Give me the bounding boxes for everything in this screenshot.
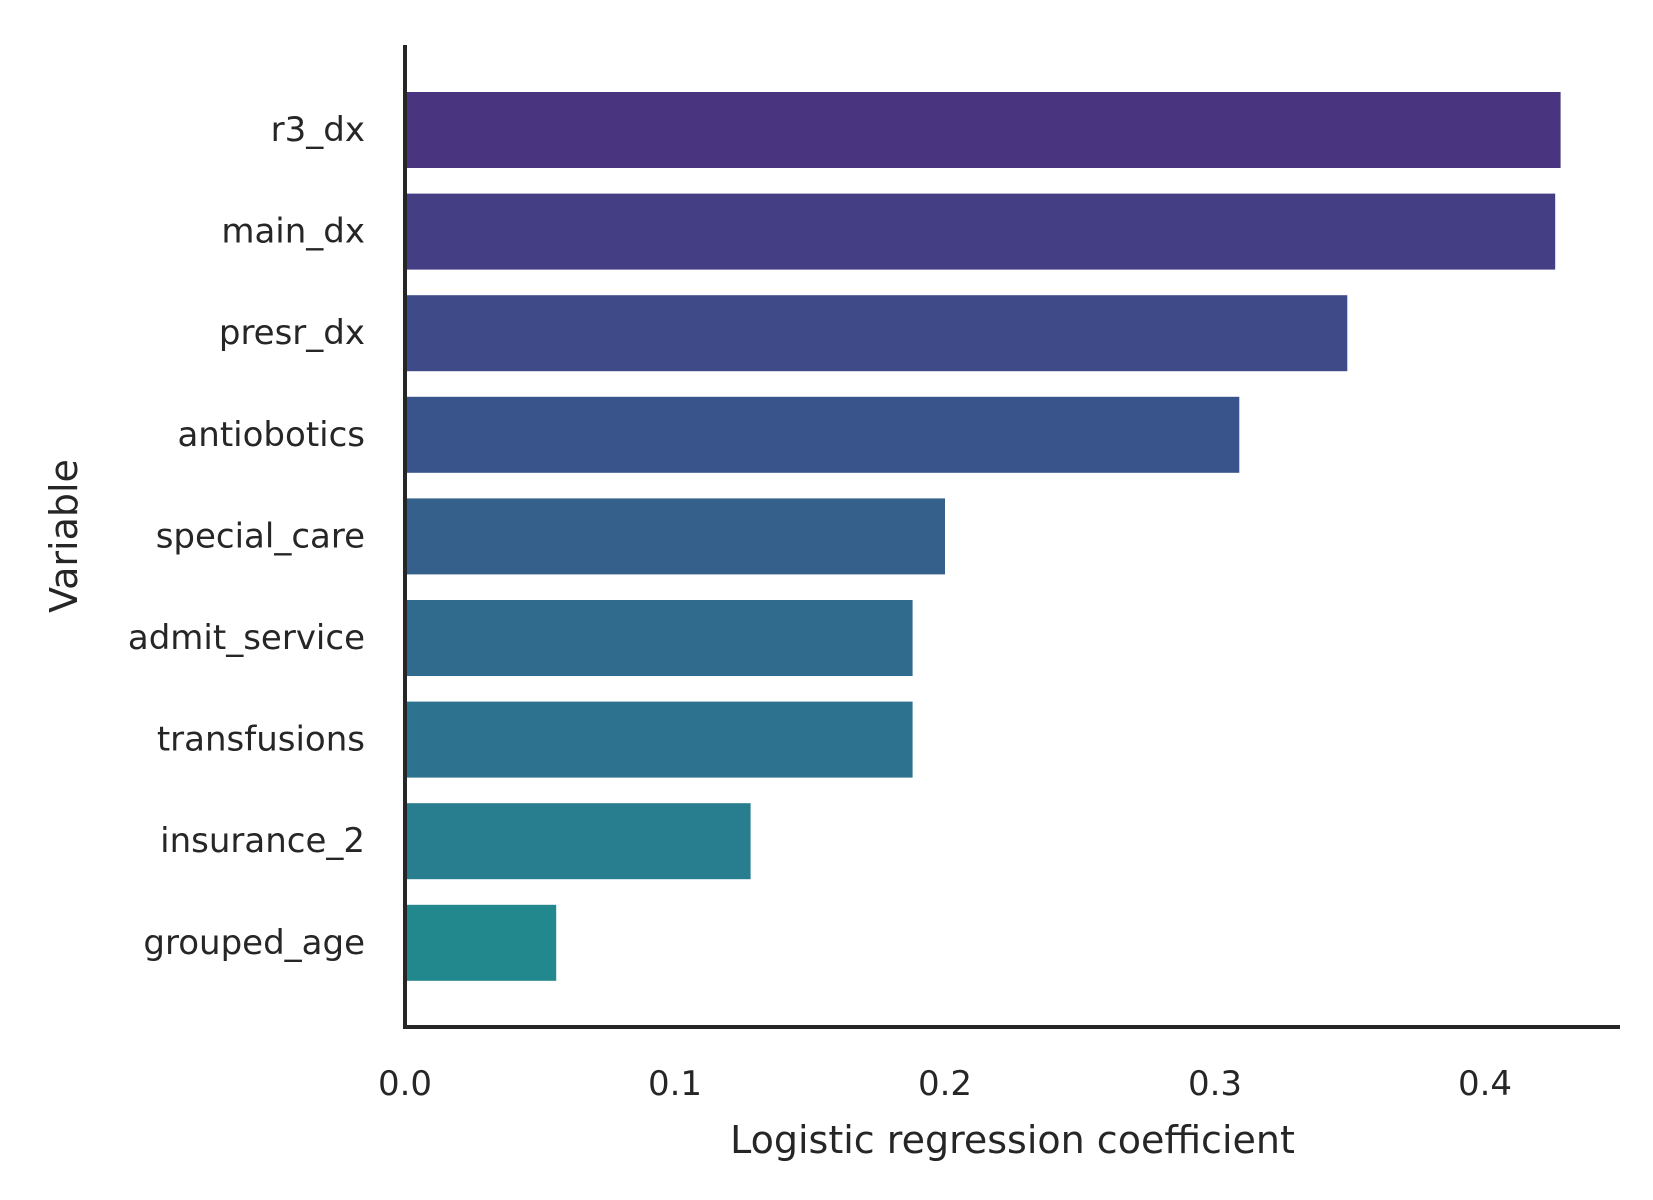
x-ticks: 0.0 0.1 0.2 0.3 0.4 — [378, 1064, 1512, 1104]
bar-r3-dx — [405, 92, 1561, 168]
x-axis-title: Logistic regression coefficient — [730, 1118, 1295, 1162]
y-tick-label: antiobotics — [177, 415, 365, 455]
y-tick-label: admit_service — [128, 618, 365, 658]
y-tick-label: grouped_age — [143, 923, 365, 963]
bar-special-care — [405, 498, 945, 575]
y-tick-label: insurance_2 — [160, 821, 365, 861]
x-tick-label: 0.4 — [1458, 1064, 1512, 1104]
bar-insurance-2 — [405, 803, 751, 880]
y-tick-labels: r3_dx main_dx presr_dx antiobotics special_c… — [128, 110, 365, 963]
x-tick-label: 0.3 — [1188, 1064, 1242, 1104]
x-tick-label: 0.1 — [648, 1064, 702, 1104]
y-tick-label: transfusions — [157, 720, 365, 760]
bar-presr-dx — [405, 295, 1348, 372]
x-tick-label: 0.2 — [918, 1064, 972, 1104]
y-axis-title: Variable — [42, 459, 86, 613]
y-tick-label: main_dx — [221, 212, 365, 252]
y-tick-label: special_care — [156, 516, 365, 556]
bar-main-dx — [405, 193, 1556, 270]
y-tick-label: presr_dx — [219, 313, 365, 353]
bar-antiobotics — [405, 396, 1240, 473]
bars-group — [405, 92, 1561, 981]
x-tick-label: 0.0 — [378, 1064, 432, 1104]
y-tick-label: r3_dx — [271, 110, 365, 150]
bar-grouped-age — [405, 904, 557, 981]
bar-admit-service — [405, 600, 913, 676]
bar-transfusions — [405, 701, 913, 778]
